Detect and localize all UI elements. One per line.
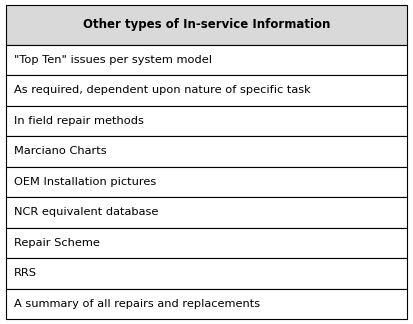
Text: OEM Installation pictures: OEM Installation pictures <box>14 177 156 187</box>
Text: Marciano Charts: Marciano Charts <box>14 146 106 156</box>
Bar <box>6 258 407 289</box>
Bar <box>6 44 407 75</box>
Text: Other types of In-service Information: Other types of In-service Information <box>83 18 330 31</box>
Text: Repair Scheme: Repair Scheme <box>14 238 100 248</box>
Text: RRS: RRS <box>14 268 37 278</box>
Text: As required, dependent upon nature of specific task: As required, dependent upon nature of sp… <box>14 85 311 95</box>
Bar <box>6 289 407 319</box>
Bar <box>6 136 407 167</box>
Text: In field repair methods: In field repair methods <box>14 116 143 126</box>
Bar <box>6 75 407 106</box>
Bar <box>6 167 407 197</box>
Bar <box>6 106 407 136</box>
Bar <box>6 227 407 258</box>
Text: NCR equivalent database: NCR equivalent database <box>14 207 158 217</box>
Bar <box>6 5 407 44</box>
Text: A summary of all repairs and replacements: A summary of all repairs and replacement… <box>14 299 260 309</box>
Bar <box>6 197 407 227</box>
Text: "Top Ten" issues per system model: "Top Ten" issues per system model <box>14 55 211 65</box>
